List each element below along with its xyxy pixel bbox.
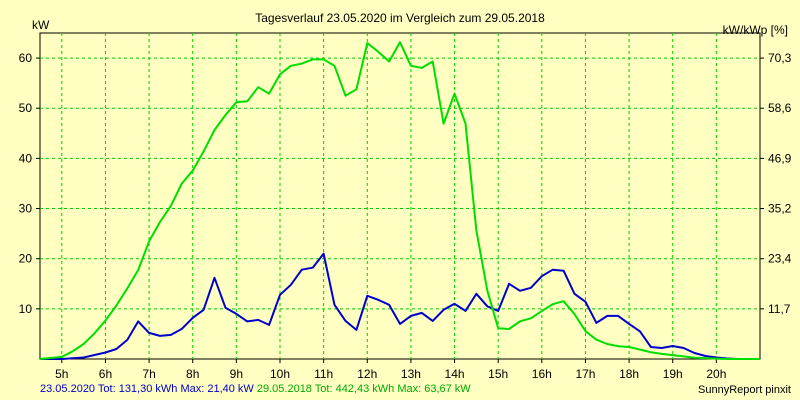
x-tick-label: 8h	[186, 367, 199, 381]
y-tick-label-left: 50	[19, 101, 33, 115]
x-tick-label: 9h	[230, 367, 243, 381]
y-tick-label-left: 60	[19, 51, 33, 65]
series-line-2	[39, 41, 760, 360]
y-tick-label-left: 30	[19, 202, 33, 216]
x-tick-label: 18h	[619, 367, 639, 381]
y-tick-label-left: 10	[19, 302, 33, 316]
series-line-1	[40, 252, 760, 360]
x-tick-label: 19h	[663, 367, 683, 381]
chart-title: Tagesverlauf 23.05.2020 im Vergleich zum…	[255, 11, 545, 25]
x-tick-label: 10h	[270, 367, 290, 381]
x-tick-label: 11h	[314, 367, 333, 381]
x-tick-label: 15h	[488, 367, 508, 381]
x-tick-label: 20h	[706, 367, 726, 381]
footer-series2-summary: 29.05.2018 Tot: 442,43 kWh Max: 63,67 kW	[256, 383, 471, 395]
x-tick-label: 6h	[99, 367, 112, 381]
brand-credit: SunnyReport pinxit	[698, 384, 791, 396]
y-tick-label-right: 70,3	[768, 51, 792, 65]
y-tick-label-right: 11,7	[768, 302, 791, 316]
y-tick-label-right: 23,4	[768, 252, 792, 266]
chart-footer: 23.05.2020 Tot: 131,30 kWh Max: 21,40 kW…	[40, 383, 471, 395]
x-tick-label: 16h	[532, 367, 552, 381]
x-tick-label: 17h	[575, 367, 595, 381]
plot-frame	[39, 32, 761, 360]
y-tick-label-right: 46,9	[768, 151, 792, 165]
y-tick-label-right: 35,2	[768, 202, 792, 216]
x-tick-label: 14h	[445, 367, 465, 381]
x-tick-label: 12h	[357, 367, 377, 381]
x-tick-label: 5h	[55, 367, 68, 381]
x-tick-label: 13h	[401, 367, 421, 381]
y-axis-label-left: kW	[32, 18, 50, 32]
y-tick-label-left: 40	[19, 151, 33, 165]
footer-series1-summary: 23.05.2020 Tot: 131,30 kWh Max: 21,40 kW	[40, 383, 254, 395]
y-tick-label-right: 58,6	[768, 101, 792, 115]
x-tick-label: 7h	[142, 367, 155, 381]
y-tick-label-left: 20	[19, 252, 33, 266]
